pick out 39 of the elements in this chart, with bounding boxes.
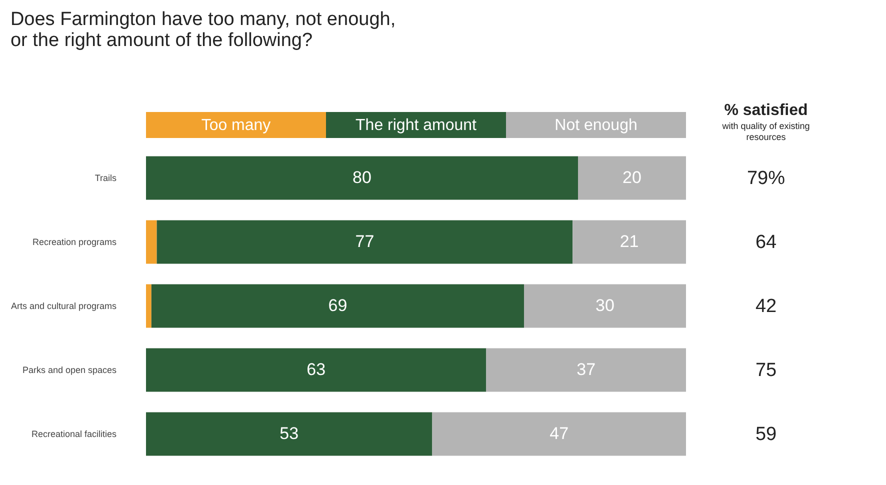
data-label: 53 — [280, 424, 299, 443]
data-label: 21 — [620, 232, 639, 251]
data-label: 63 — [306, 360, 326, 379]
bar — [524, 284, 686, 328]
text: 64 — [755, 232, 777, 253]
text: with quality of existing resources — [721, 121, 810, 142]
text: Does Farmington have too many, not enough, — [10, 9, 396, 30]
bar — [146, 220, 157, 264]
bar — [146, 348, 486, 392]
data-label: 47 — [550, 424, 569, 443]
data-label: 69 — [328, 296, 348, 315]
text: 75 — [755, 360, 777, 381]
data-label: 30 — [596, 296, 614, 315]
bar — [146, 284, 152, 328]
bar — [572, 220, 686, 264]
series-label: Not enough — [554, 117, 638, 134]
y-tick-label: Recreational facilities — [31, 429, 117, 439]
y-tick-label: Parks and open spaces — [22, 365, 117, 375]
text: Too many — [201, 117, 271, 134]
bar — [151, 284, 524, 328]
data-label: 37 — [576, 360, 596, 379]
bar — [432, 412, 686, 456]
bar — [146, 156, 578, 200]
text: 79% — [746, 168, 786, 189]
text: 59 — [755, 424, 777, 445]
series-label: The right amount — [356, 117, 478, 134]
data-label: 80 — [352, 168, 372, 187]
bar — [146, 412, 432, 456]
text: 42 — [755, 296, 777, 317]
text: or the right amount of the following? — [10, 30, 313, 51]
text: % satisfied — [724, 102, 808, 119]
bar — [156, 220, 573, 264]
y-tick-label: Recreation programs — [32, 237, 117, 247]
y-tick-label: Arts and cultural programs — [10, 301, 117, 311]
data-label: 20 — [622, 168, 642, 187]
data-label: 77 — [355, 232, 374, 251]
y-tick-label: Trails — [94, 173, 117, 183]
bar — [578, 156, 686, 200]
bar — [486, 348, 686, 392]
